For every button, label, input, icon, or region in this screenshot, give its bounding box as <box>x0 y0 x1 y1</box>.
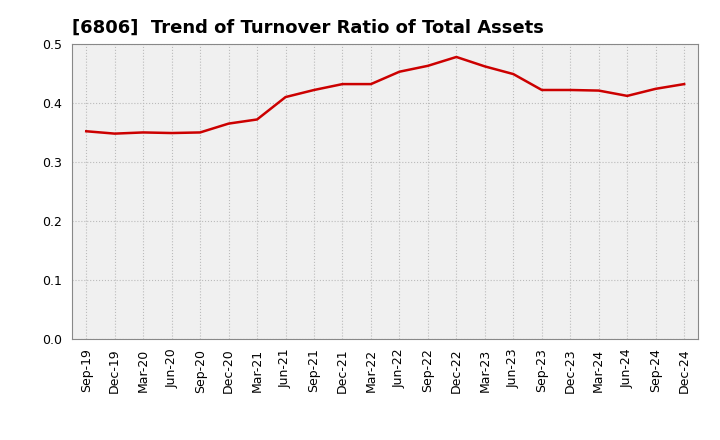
Text: [6806]  Trend of Turnover Ratio of Total Assets: [6806] Trend of Turnover Ratio of Total … <box>72 19 544 37</box>
